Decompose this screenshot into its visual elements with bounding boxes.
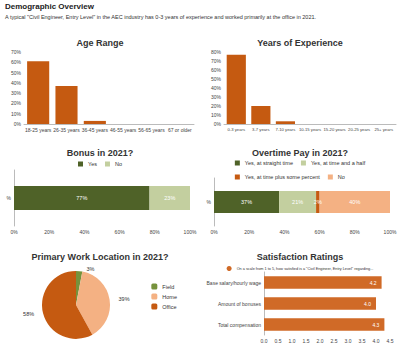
svg-text:0-3 years: 0-3 years	[228, 127, 245, 132]
svg-text:0%: 0%	[14, 121, 22, 127]
svg-text:80%: 80%	[150, 229, 161, 235]
svg-text:100%: 100%	[384, 229, 397, 235]
svg-text:%: %	[207, 199, 212, 205]
svg-text:Years of Experience: Years of Experience	[257, 38, 343, 48]
svg-text:2%: 2%	[314, 199, 322, 205]
svg-text:Office: Office	[162, 304, 176, 310]
svg-text:4.0: 4.0	[373, 338, 380, 344]
svg-text:4.3: 4.3	[372, 322, 379, 328]
svg-text:60%: 60%	[11, 59, 22, 65]
svg-text:70%: 70%	[11, 49, 22, 55]
svg-text:Base salary/hourly wage: Base salary/hourly wage	[207, 280, 262, 286]
svg-text:26-35 years: 26-35 years	[53, 127, 80, 133]
svg-text:Overtime Pay in 2021?: Overtime Pay in 2021?	[252, 148, 348, 158]
svg-text:30%: 30%	[211, 94, 222, 100]
svg-text:Field: Field	[162, 284, 174, 290]
svg-text:Home: Home	[162, 294, 177, 300]
svg-text:Yes, at straight time: Yes, at straight time	[245, 160, 293, 166]
svg-text:58%: 58%	[23, 311, 34, 317]
svg-text:1.5: 1.5	[303, 338, 310, 344]
svg-text:50%: 50%	[211, 76, 222, 82]
svg-text:No: No	[115, 161, 122, 167]
svg-text:4.5: 4.5	[387, 338, 394, 344]
svg-text:3.0: 3.0	[345, 338, 352, 344]
svg-text:60%: 60%	[115, 229, 126, 235]
svg-text:3.5: 3.5	[359, 338, 366, 344]
svg-text:Satisfaction Ratings: Satisfaction Ratings	[257, 252, 344, 262]
svg-text:56-65 years: 56-65 years	[138, 127, 165, 133]
svg-text:No: No	[338, 174, 345, 180]
svg-text:20%: 20%	[11, 100, 22, 106]
svg-text:Amount of bonuses: Amount of bonuses	[218, 301, 262, 307]
svg-text:1.0: 1.0	[289, 338, 296, 344]
svg-text:80%: 80%	[350, 229, 361, 235]
svg-text:25+ years: 25+ years	[374, 127, 393, 132]
svg-text:Yes, at time plus some percent: Yes, at time plus some percent	[245, 174, 320, 180]
svg-text:40%: 40%	[279, 229, 290, 235]
svg-text:4.2: 4.2	[370, 280, 377, 286]
svg-text:20%: 20%	[44, 229, 55, 235]
html-text:Demographic Overview: Demographic Overview	[5, 2, 94, 11]
svg-text:On a scale from 1 to 5, how sa: On a scale from 1 to 5, how satisfied is…	[237, 267, 374, 271]
svg-text:30%: 30%	[11, 90, 22, 96]
svg-text:36-45 years: 36-45 years	[82, 127, 109, 133]
svg-text:Age Range: Age Range	[76, 38, 123, 48]
svg-text:Primary Work Location in 2021?: Primary Work Location in 2021?	[32, 252, 169, 262]
svg-text:39%: 39%	[119, 296, 130, 302]
svg-text:20-25 years: 20-25 years	[348, 127, 370, 132]
svg-text:Total compensation: Total compensation	[218, 322, 261, 328]
svg-text:10%: 10%	[11, 111, 22, 117]
svg-text:3%: 3%	[86, 266, 94, 272]
svg-text:15-20 years: 15-20 years	[324, 127, 346, 132]
svg-text:0%: 0%	[214, 121, 222, 127]
svg-text:40%: 40%	[79, 229, 90, 235]
svg-text:40%: 40%	[349, 199, 360, 205]
html-text:A typical "Civil Engineer, Ent: A typical "Civil Engineer, Entry Level" …	[5, 14, 317, 20]
svg-text:Yes, at time and a half: Yes, at time and a half	[311, 160, 366, 166]
svg-text:67 or older: 67 or older	[168, 127, 192, 133]
svg-text:10-15 years: 10-15 years	[299, 127, 321, 132]
svg-text:60%: 60%	[315, 229, 326, 235]
svg-text:40%: 40%	[211, 85, 222, 91]
svg-text:4.0: 4.0	[364, 301, 371, 307]
svg-text:2.5: 2.5	[331, 338, 338, 344]
svg-text:60%: 60%	[211, 67, 222, 73]
svg-text:77%: 77%	[76, 195, 87, 201]
svg-text:46-55 years: 46-55 years	[110, 127, 137, 133]
svg-text:10%: 10%	[211, 112, 222, 118]
svg-text:21%: 21%	[292, 199, 303, 205]
svg-text:Bonus in 2021?: Bonus in 2021?	[67, 148, 134, 158]
svg-text:3-7 years: 3-7 years	[252, 127, 269, 132]
svg-text:Yes: Yes	[88, 161, 97, 167]
svg-text:0%: 0%	[210, 229, 218, 235]
svg-text:0%: 0%	[10, 229, 18, 235]
svg-text:%: %	[7, 195, 12, 201]
svg-text:0.0: 0.0	[261, 338, 268, 344]
svg-text:50%: 50%	[11, 70, 22, 76]
svg-text:18-25 years: 18-25 years	[25, 127, 52, 133]
svg-text:2.0: 2.0	[317, 338, 324, 344]
svg-text:7-10 years: 7-10 years	[276, 127, 296, 132]
svg-text:100%: 100%	[184, 229, 197, 235]
svg-text:0.5: 0.5	[275, 338, 282, 344]
svg-text:40%: 40%	[11, 80, 22, 86]
svg-text:23%: 23%	[164, 195, 175, 201]
svg-text:70%: 70%	[211, 58, 222, 64]
svg-text:20%: 20%	[244, 229, 255, 235]
svg-text:80%: 80%	[211, 49, 222, 55]
svg-text:20%: 20%	[211, 103, 222, 109]
svg-text:37%: 37%	[241, 199, 252, 205]
